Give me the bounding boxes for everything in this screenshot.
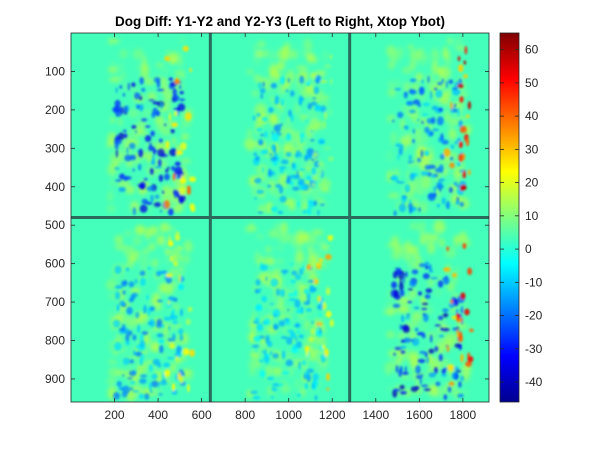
y-tick-label: 600 xyxy=(45,257,65,271)
colorbar-tick-label: 30 xyxy=(525,142,539,156)
colorbar-tick-label: 0 xyxy=(525,242,532,256)
heatmap-panel xyxy=(105,222,195,402)
y-tick-label: 400 xyxy=(45,180,65,194)
colorbar-tick-label: -40 xyxy=(525,375,543,389)
panel-dividers xyxy=(71,33,489,402)
x-tick-label: 200 xyxy=(105,408,125,422)
x-tick-label: 800 xyxy=(235,408,255,422)
heatmap-panel xyxy=(243,38,334,216)
heatmap-panel xyxy=(105,38,197,216)
heatmap-panel xyxy=(244,222,334,401)
x-tick-label: 1200 xyxy=(319,408,346,422)
heatmap-panel xyxy=(383,220,474,401)
colorbar-ticks: 60 50 40 30 20 10 0 -10 -20 -30 -40 xyxy=(500,43,543,389)
colorbar-tick-label: -30 xyxy=(525,342,543,356)
colorbar-tick-label: 20 xyxy=(525,176,539,190)
colorbar-tick-label: -10 xyxy=(525,275,543,289)
plot-frame xyxy=(70,32,490,403)
colorbar-tick-label: 60 xyxy=(525,43,539,57)
heatmap-panel xyxy=(386,36,472,217)
y-tick-label: 100 xyxy=(45,64,65,78)
x-tick-label: 1600 xyxy=(406,408,433,422)
axis-ticks: 200 400 600 800 1000 1200 1400 1600 1800 100 200 30… xyxy=(45,33,489,422)
y-tick-label: 700 xyxy=(45,295,65,309)
y-tick-label: 500 xyxy=(45,218,65,232)
chart-title: Dog Diff: Y1-Y2 and Y2-Y3 (Left to Right… xyxy=(115,14,445,29)
x-tick-label: 1400 xyxy=(362,408,389,422)
y-tick-label: 200 xyxy=(45,103,65,117)
x-tick-label: 600 xyxy=(192,408,212,422)
x-tick-label: 1800 xyxy=(450,408,477,422)
colorbar-tick-label: 40 xyxy=(525,109,539,123)
colorbar-tick-label: 50 xyxy=(525,76,539,90)
y-tick-label: 800 xyxy=(45,334,65,348)
colorbar xyxy=(499,32,520,403)
x-tick-label: 1000 xyxy=(275,408,302,422)
x-tick-label: 400 xyxy=(148,408,168,422)
colorbar-tick-label: -20 xyxy=(525,309,543,323)
heatmap-texture xyxy=(105,36,474,402)
colorbar-tick-label: 10 xyxy=(525,209,539,223)
y-tick-label: 900 xyxy=(45,372,65,386)
y-tick-label: 300 xyxy=(45,141,65,155)
